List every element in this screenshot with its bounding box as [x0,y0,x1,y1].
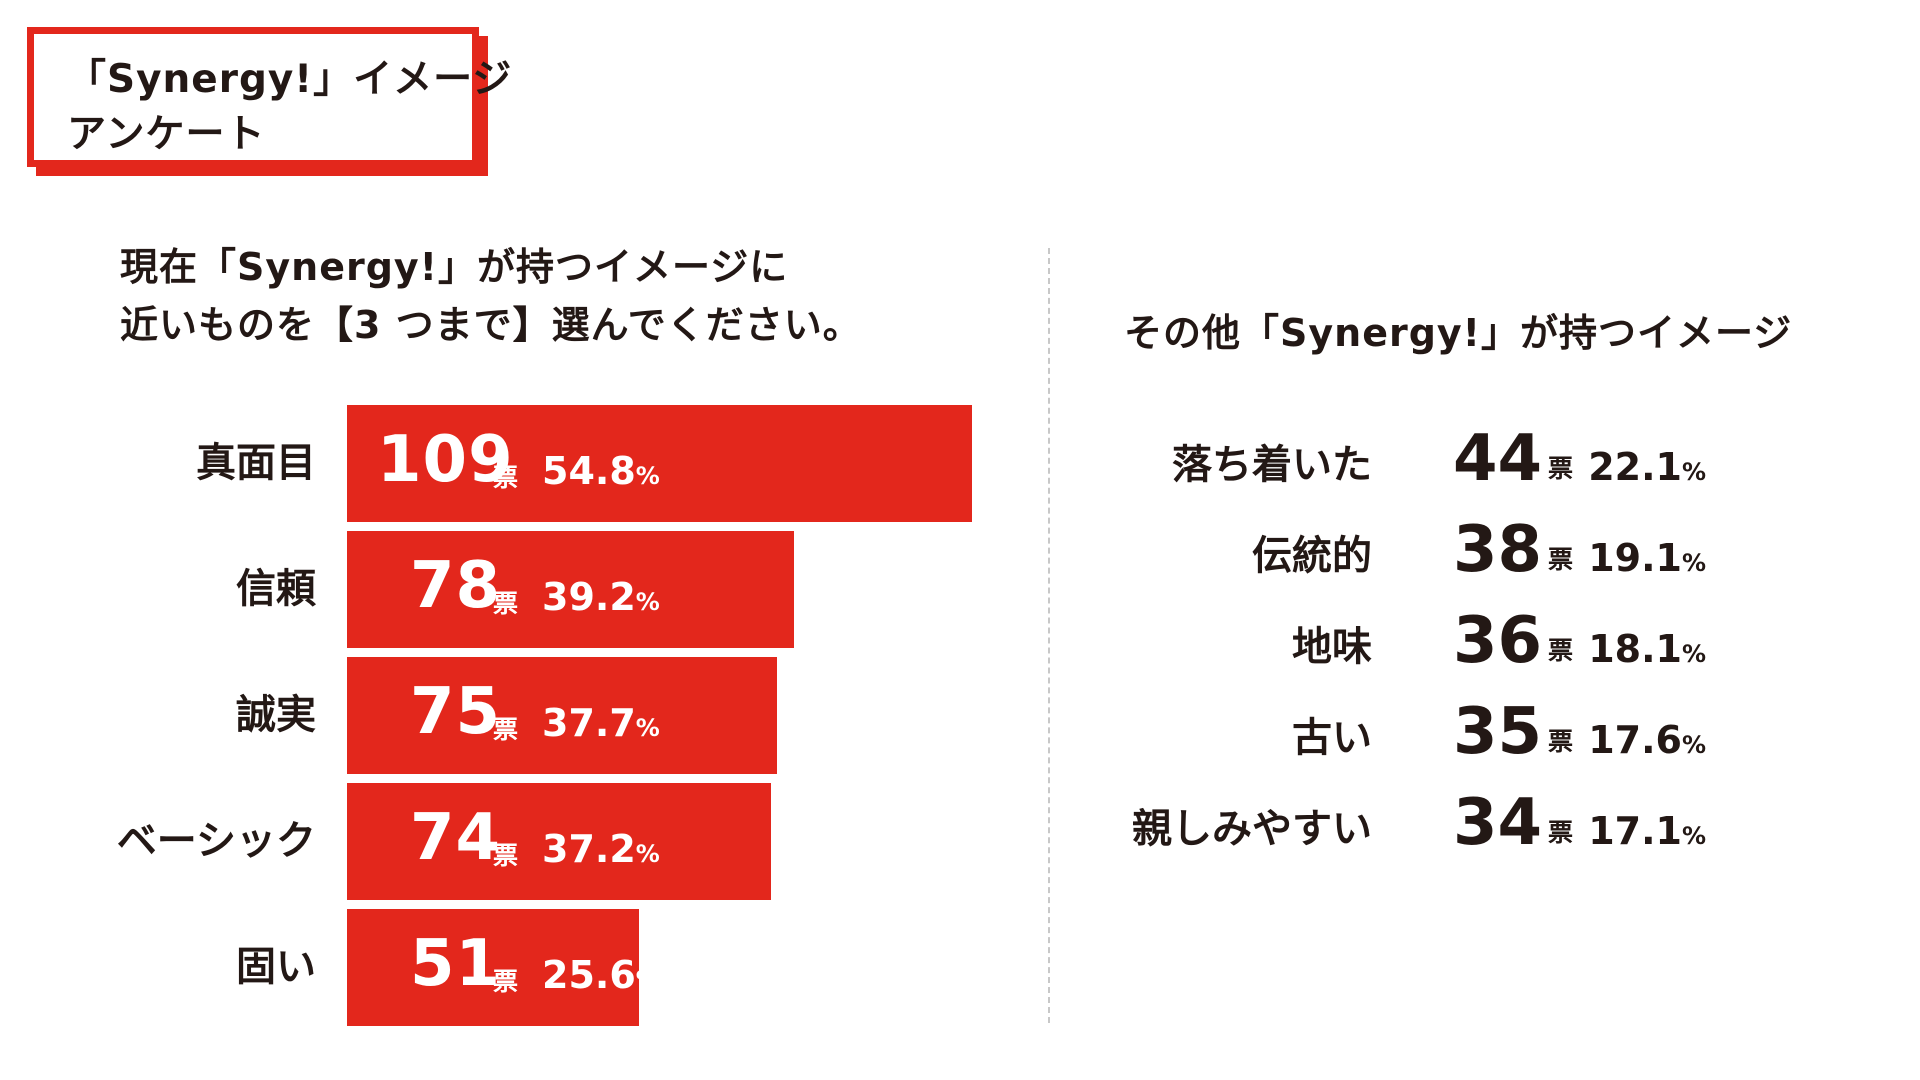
bar-value: 109 [377,423,514,497]
other-images-title: その他「Synergy!」が持つイメージ [1124,311,1793,355]
bar-label: 真面目 [196,440,316,486]
bar-unit: 票 [493,589,519,618]
bar-percent: 25.6% [542,953,660,997]
bar-unit: 票 [493,463,519,492]
other-label: 古い [1292,715,1372,761]
other-label: 伝統的 [1252,533,1372,579]
bar-value: 51 [410,927,502,1001]
other-label: 親しみやすい [1132,806,1372,852]
other-unit: 票 [1548,818,1574,847]
bar [347,909,640,1026]
bar [347,657,778,774]
other-value: 44 [1452,422,1542,496]
section-divider [1048,248,1050,1023]
other-label: 落ち着いた [1172,442,1372,488]
other-percent: 18.1% [1588,627,1706,671]
bar-unit: 票 [493,967,519,996]
other-unit: 票 [1548,636,1574,665]
other-value: 36 [1452,604,1542,678]
other-value: 35 [1452,695,1542,769]
bar [347,405,972,522]
bar-unit: 票 [493,841,519,870]
survey-title-box: 「Synergy!」イメージ アンケート [27,27,511,167]
bar [347,531,795,648]
bar-value: 78 [410,549,502,623]
question-text: 現在「Synergy!」が持つイメージに 近いものを【3 つまで】選んでください… [120,238,862,354]
bar-label: 固い [236,944,316,990]
question-line1: 現在「Synergy!」が持つイメージに [120,245,789,289]
bar-unit: 票 [493,715,519,744]
other-value: 34 [1452,786,1542,860]
other-unit: 票 [1548,545,1574,574]
survey-title-line1: 「Synergy!」イメージ [67,57,513,102]
bar-percent: 54.8% [542,449,660,493]
bar-percent: 39.2% [542,575,660,619]
other-percent: 19.1% [1588,536,1706,580]
bar-value: 74 [410,801,502,875]
question-line2: 近いものを【3 つまで】選んでください。 [120,303,862,347]
bar [347,783,772,900]
other-value: 38 [1452,513,1542,587]
bar-percent: 37.7% [542,701,660,745]
other-percent: 17.1% [1588,809,1706,853]
bar-percent: 37.2% [542,827,660,871]
other-percent: 22.1% [1588,445,1706,489]
survey-title-line2: アンケート [67,112,266,157]
other-percent: 17.6% [1588,718,1706,762]
other-label: 地味 [1292,624,1372,670]
other-unit: 票 [1548,454,1574,483]
bar-label: 誠実 [236,692,316,738]
bar-value: 75 [410,675,502,749]
other-unit: 票 [1548,727,1574,756]
bar-label: ベーシック [116,818,316,864]
bar-label: 信頼 [236,566,316,612]
